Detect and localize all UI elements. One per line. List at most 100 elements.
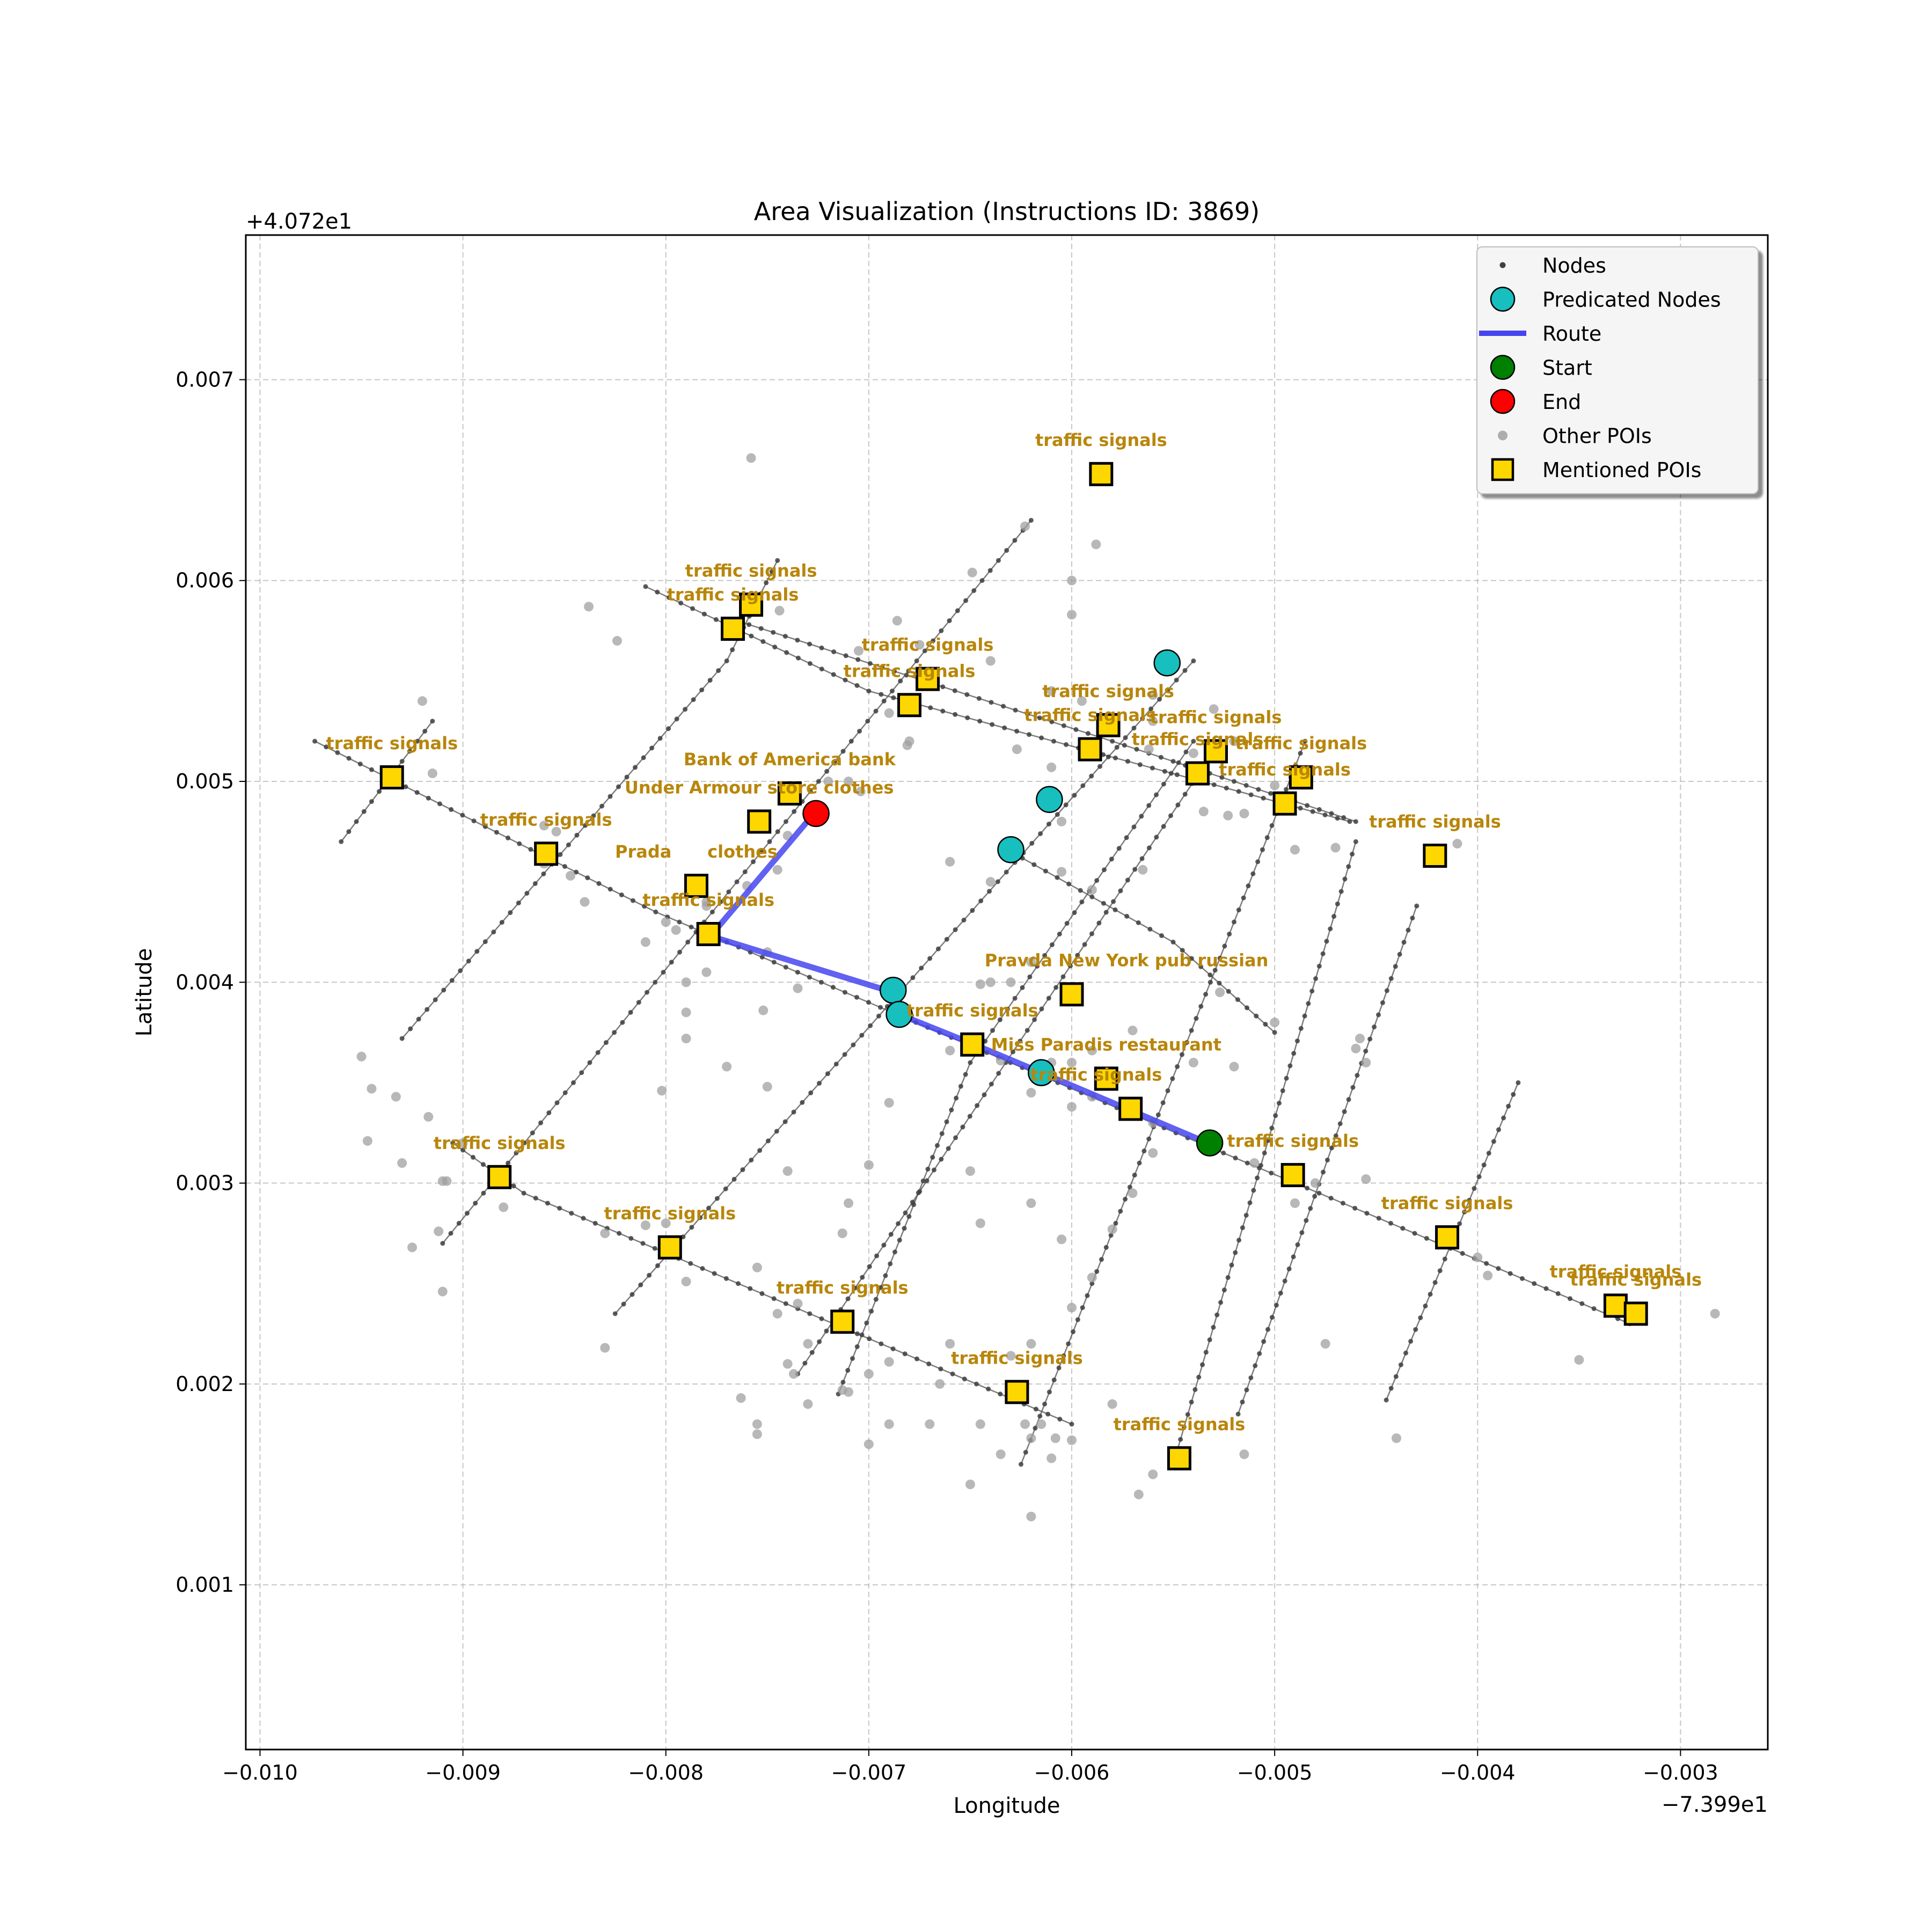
street-node bbox=[1245, 1005, 1250, 1011]
other-poi bbox=[362, 1136, 372, 1146]
street-node bbox=[1165, 1088, 1170, 1093]
street-node bbox=[819, 645, 824, 650]
street-node bbox=[891, 695, 896, 700]
street-node bbox=[1388, 1220, 1394, 1226]
street-node bbox=[661, 970, 666, 975]
street-node bbox=[1080, 1305, 1085, 1311]
street-node bbox=[842, 990, 847, 995]
legend-label: Other POIs bbox=[1542, 425, 1652, 448]
street-node bbox=[878, 1285, 883, 1290]
street-node bbox=[1123, 1196, 1128, 1202]
other-poi bbox=[746, 453, 756, 463]
street-node bbox=[864, 1320, 869, 1326]
street-node bbox=[1255, 859, 1261, 865]
street-node bbox=[910, 975, 916, 980]
street-node bbox=[1113, 907, 1118, 912]
predicated-node bbox=[879, 977, 907, 1004]
other-poi bbox=[1107, 1399, 1117, 1409]
street-node bbox=[587, 1060, 592, 1065]
street-node bbox=[771, 630, 776, 635]
street-node bbox=[1178, 1437, 1183, 1442]
street-node bbox=[1248, 792, 1254, 797]
street-node bbox=[1221, 1287, 1227, 1293]
other-poi bbox=[1067, 1435, 1077, 1445]
street-node bbox=[616, 784, 621, 789]
other-poi bbox=[892, 616, 902, 626]
street-node bbox=[1185, 1412, 1190, 1417]
street-node bbox=[1258, 1163, 1263, 1168]
street-node bbox=[1410, 916, 1415, 921]
street-node bbox=[1241, 895, 1246, 901]
other-poi bbox=[437, 1286, 448, 1297]
street-node bbox=[422, 728, 428, 734]
street-node bbox=[1146, 803, 1152, 808]
street-node bbox=[425, 1007, 430, 1012]
street-node bbox=[906, 1214, 912, 1219]
street-node bbox=[1094, 1269, 1100, 1274]
street-node bbox=[1282, 1278, 1287, 1284]
other-poi bbox=[1057, 1234, 1067, 1245]
street-node bbox=[1203, 992, 1209, 997]
street-node bbox=[1263, 1022, 1268, 1027]
street-node bbox=[1232, 779, 1237, 784]
street-node bbox=[474, 949, 480, 954]
street-node bbox=[996, 558, 1001, 563]
street-node bbox=[473, 1201, 478, 1206]
street-node bbox=[1162, 769, 1167, 774]
street-node bbox=[953, 1135, 958, 1140]
street-node bbox=[691, 697, 696, 702]
street-node bbox=[1056, 1365, 1062, 1371]
other-poi bbox=[1091, 539, 1101, 550]
street-node bbox=[774, 1129, 779, 1134]
street-node bbox=[562, 863, 567, 869]
street-node bbox=[934, 1143, 940, 1148]
street-node bbox=[1113, 755, 1118, 760]
other-poi bbox=[925, 1419, 935, 1429]
other-poi bbox=[902, 740, 912, 750]
street-node bbox=[407, 749, 412, 754]
other-poi bbox=[1128, 1026, 1138, 1036]
street-node bbox=[1071, 1329, 1076, 1335]
street-node bbox=[1543, 1286, 1549, 1291]
street-node bbox=[1189, 1400, 1194, 1405]
street-node bbox=[881, 698, 887, 704]
street-node bbox=[1174, 772, 1180, 778]
street-node bbox=[669, 960, 674, 965]
street-node bbox=[1260, 847, 1265, 852]
street-node bbox=[1221, 1150, 1226, 1155]
y-tick-label: 0.006 bbox=[175, 569, 234, 592]
street-node bbox=[931, 638, 936, 643]
street-node bbox=[1408, 1338, 1414, 1344]
x-tick-label: −0.006 bbox=[1034, 1761, 1110, 1784]
street-node bbox=[1507, 1271, 1513, 1276]
street-node bbox=[1401, 940, 1407, 945]
street-node bbox=[458, 968, 463, 974]
street-node bbox=[911, 1202, 917, 1208]
street-node bbox=[1043, 868, 1048, 874]
street-node bbox=[1170, 759, 1176, 764]
street-node bbox=[1042, 1401, 1048, 1407]
street-node bbox=[802, 1360, 808, 1366]
street-node bbox=[516, 900, 521, 905]
street-node bbox=[1251, 1188, 1256, 1193]
street-node bbox=[437, 801, 442, 807]
street-node bbox=[1061, 723, 1066, 728]
street-node bbox=[963, 1072, 968, 1077]
mentioned-poi-label: traffic signals bbox=[326, 733, 458, 753]
street-node bbox=[1024, 1028, 1030, 1033]
street-node bbox=[617, 1231, 622, 1236]
other-poi bbox=[1067, 1057, 1077, 1067]
street-node bbox=[1146, 1136, 1152, 1141]
street-node bbox=[1196, 1374, 1202, 1380]
street-node bbox=[481, 1190, 486, 1196]
street-node bbox=[1324, 1158, 1330, 1163]
street-node bbox=[1276, 1101, 1282, 1106]
street-node bbox=[354, 819, 359, 824]
street-node bbox=[1055, 812, 1060, 817]
street-node bbox=[1229, 1262, 1234, 1268]
street-node bbox=[698, 1215, 703, 1220]
street-node bbox=[928, 705, 933, 711]
other-poi bbox=[1351, 1043, 1361, 1053]
street-node bbox=[742, 869, 748, 874]
street-node bbox=[1079, 899, 1085, 905]
